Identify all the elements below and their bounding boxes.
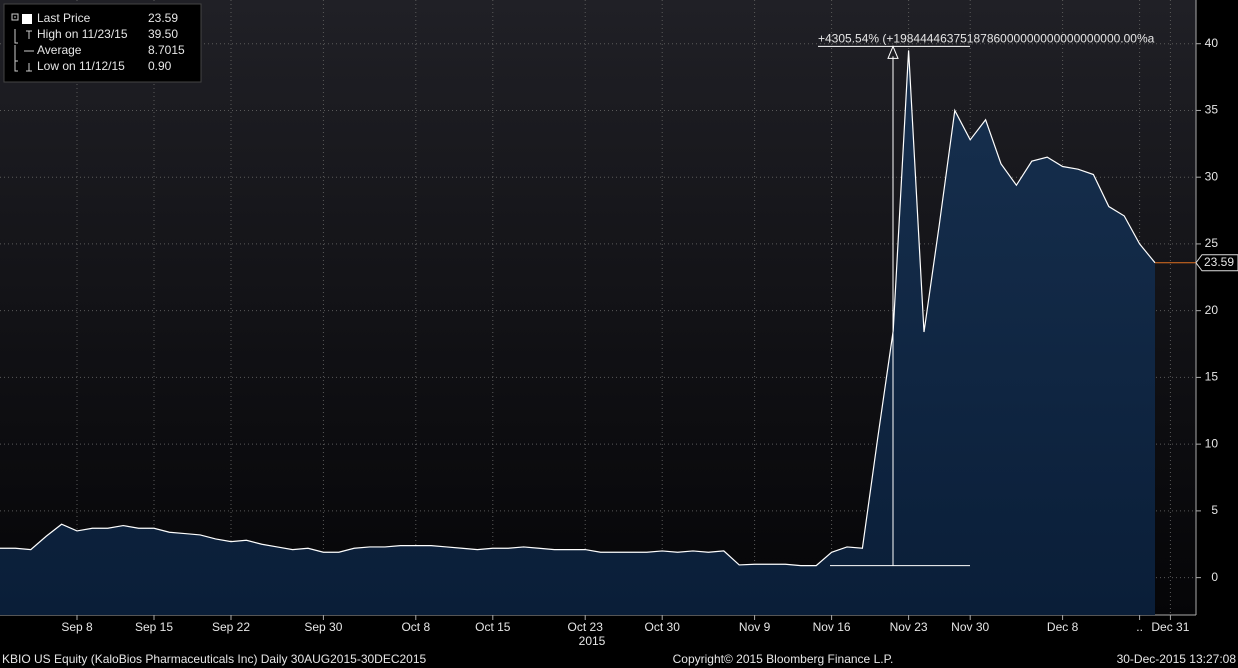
annotation-arrow [887,45,899,59]
footer-left: KBIO US Equity (KaloBios Pharmaceuticals… [2,652,427,666]
area [0,50,1155,615]
footer-center: Copyright© 2015 Bloomberg Finance L.P. [673,652,894,666]
annotation: +4305.54% (+1984444637518786000000000000… [818,32,1155,46]
x-tick-label: Nov 16 [813,620,851,634]
x-tick-label: Dec 8 [1047,620,1079,634]
x-tick-label: Oct 23 [568,620,604,634]
plot: 0 5 10 15 20 25 30 35 40 Sep 8 Sep 15 Sep 22 Sep 30 O… [0,0,1238,634]
x-tick-label: .. [1136,620,1143,634]
x-tick-label: Oct 15 [475,620,511,634]
price-line [0,50,1156,567]
x-tick-label: Sep 8 [61,620,93,634]
x-tick-label: Oct 30 [645,620,681,634]
legend-swatch [22,14,32,24]
x-tick-label: Oct 8 [401,620,430,634]
legend-label: Average [37,43,82,57]
y-tick-label: 0 [1211,570,1218,584]
legend-value: 0.90 [148,59,172,73]
x-tick-label: Nov 9 [739,620,771,634]
y-tick-label: 20 [1205,303,1219,317]
legend-icons [11,13,34,72]
y-tick-label: 10 [1205,436,1219,450]
y-tick-label: 5 [1211,503,1218,517]
x-tick-label: Nov 23 [890,620,928,634]
y-tick-label: 40 [1205,36,1219,50]
x-tick-label: Sep 15 [135,620,173,634]
legend-box [3,3,202,83]
legend-value: 23.59 [148,11,178,25]
y-tick-label: 35 [1205,103,1219,117]
y-tick-label: 30 [1205,169,1219,183]
x-year-label: 2015 [579,634,606,648]
last-price-tag [1195,254,1238,272]
legend-label: Low on 11/12/15 [37,59,125,73]
legend-value: 39.50 [148,27,178,41]
legend-value: 8.7015 [148,43,185,57]
y-tick-label: 25 [1205,236,1219,250]
x-tick-label: Nov 30 [951,620,989,634]
legend-label: Last Price [37,11,91,25]
footer-right: 30-Dec-2015 13:27:08 [1117,652,1237,666]
x-tick-label: Sep 22 [212,620,250,634]
x-tick-label: Sep 30 [304,620,342,634]
y-tick-label: 15 [1205,370,1219,384]
x-tick-label: Dec 31 [1151,620,1189,634]
last-price-label: 23.59 [1204,255,1234,269]
legend-label: High on 11/23/15 [37,27,128,41]
